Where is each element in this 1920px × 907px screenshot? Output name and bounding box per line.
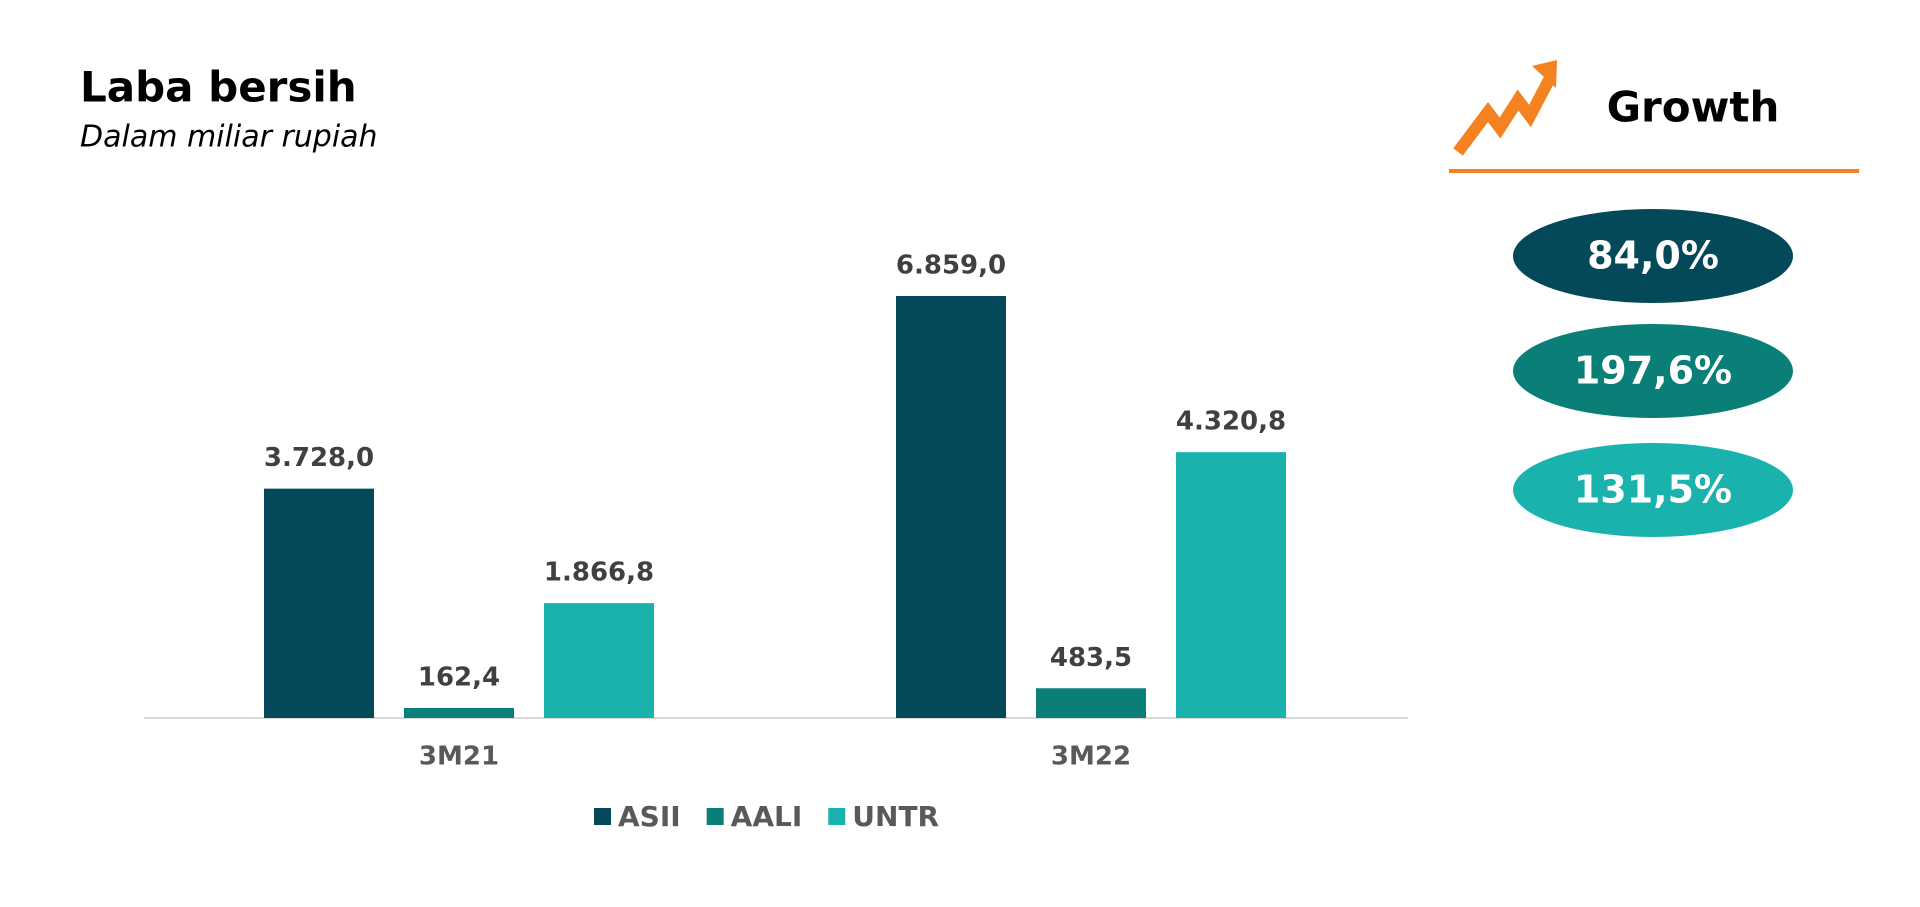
- legend-label: ASII: [618, 800, 681, 833]
- x-tick-label: 3M22: [1051, 742, 1131, 772]
- growth-value: 197,6%: [1574, 349, 1732, 393]
- growth-badge: [1513, 324, 1793, 418]
- value-label: 1.866,8: [544, 558, 654, 588]
- chart-title: Laba bersih: [80, 63, 357, 112]
- growth-title: Growth: [1607, 83, 1780, 132]
- legend-swatch: [594, 808, 611, 825]
- bar: [404, 708, 514, 718]
- legend-label: AALI: [731, 800, 803, 833]
- growth-value: 131,5%: [1574, 468, 1732, 512]
- growth-value: 84,0%: [1587, 234, 1719, 278]
- bar: [264, 488, 374, 718]
- bar: [896, 296, 1006, 718]
- x-tick-label: 3M21: [419, 742, 499, 772]
- value-label: 162,4: [418, 663, 500, 693]
- legend-label: UNTR: [852, 800, 939, 833]
- bar: [1176, 452, 1286, 718]
- growth-icon: [1453, 60, 1557, 156]
- value-label: 4.320,8: [1176, 407, 1286, 437]
- growth-badge: [1513, 443, 1793, 537]
- bar: [544, 603, 654, 718]
- value-label: 483,5: [1050, 643, 1132, 673]
- value-label: 6.859,0: [896, 251, 1006, 281]
- legend-swatch: [706, 808, 724, 825]
- bar: [1036, 688, 1146, 718]
- value-label: 3.728,0: [264, 443, 374, 473]
- growth-badge: [1513, 209, 1793, 303]
- chart-subtitle: Dalam miliar rupiah: [80, 120, 378, 155]
- legend-swatch: [828, 808, 846, 825]
